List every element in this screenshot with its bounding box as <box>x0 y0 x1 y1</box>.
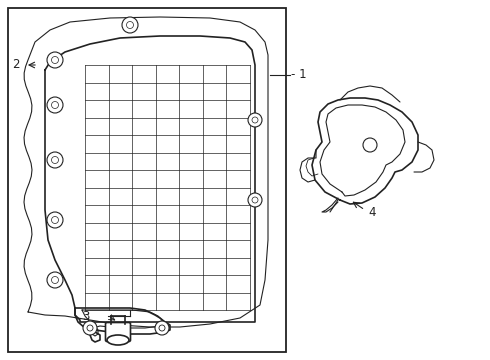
Circle shape <box>51 57 58 63</box>
Circle shape <box>363 138 377 152</box>
Circle shape <box>47 212 63 228</box>
Circle shape <box>51 157 58 163</box>
Circle shape <box>252 117 258 123</box>
Circle shape <box>248 113 262 127</box>
Circle shape <box>47 152 63 168</box>
Circle shape <box>83 321 97 335</box>
Circle shape <box>252 197 258 203</box>
Circle shape <box>47 52 63 68</box>
FancyBboxPatch shape <box>105 323 130 342</box>
Circle shape <box>51 276 58 284</box>
Bar <box>8 8 286 352</box>
Circle shape <box>248 193 262 207</box>
Circle shape <box>122 17 138 33</box>
Circle shape <box>51 102 58 108</box>
Text: 4: 4 <box>368 206 375 219</box>
Circle shape <box>155 321 169 335</box>
Circle shape <box>87 325 93 331</box>
Circle shape <box>126 22 133 28</box>
Ellipse shape <box>107 335 129 345</box>
Circle shape <box>47 97 63 113</box>
Text: 2: 2 <box>12 58 20 72</box>
Circle shape <box>51 216 58 224</box>
Text: - 1: - 1 <box>291 68 307 81</box>
Circle shape <box>159 325 165 331</box>
Circle shape <box>47 272 63 288</box>
Text: 3: 3 <box>83 310 90 323</box>
